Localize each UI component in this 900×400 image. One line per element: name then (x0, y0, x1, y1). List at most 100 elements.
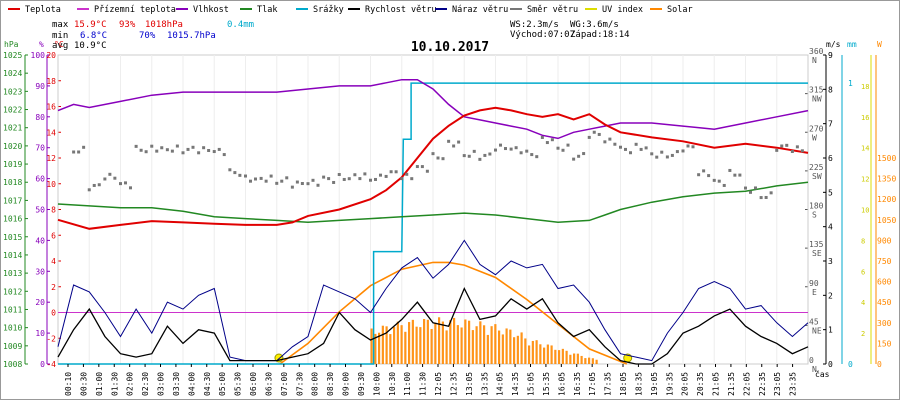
temp-tick-label: 18 (46, 77, 56, 86)
stat-avg-label: avg (52, 41, 68, 51)
wind-dir-point (186, 147, 190, 151)
x-tick-label: 23:05 (773, 372, 782, 396)
wind-dir-point (785, 143, 789, 147)
x-tick-label: 20:05 (681, 372, 690, 396)
x-tick-label: 10:30 (388, 372, 397, 396)
temp-tick-label: 12 (46, 154, 56, 163)
x-tick-label: 17:35 (604, 372, 613, 396)
legend-label-9: Solar (667, 5, 693, 15)
press-tick-label: 1019 (3, 160, 22, 169)
solar-bar (509, 329, 512, 364)
wind-dir-point (316, 183, 320, 187)
wind-dir-point (519, 151, 523, 155)
x-tick-label: 00:30 (79, 372, 88, 396)
wind-dir-point (244, 174, 247, 178)
solar-bar (569, 354, 572, 364)
wind-dir-point (254, 177, 257, 181)
wind-dir-point (483, 153, 487, 157)
wind-dir-point (327, 177, 331, 181)
solar-bar (516, 335, 519, 364)
legend: Teplota Přízemní teplota Vlhkost Tlak Srážky… (8, 5, 693, 15)
wind-dir-point (749, 190, 752, 194)
solar-tick-label: 0 (877, 360, 882, 369)
solar-bar (408, 322, 411, 364)
wind-dir-point (103, 177, 107, 181)
wind-dir-point (790, 149, 794, 153)
wind-dir-point (644, 146, 648, 150)
wind-dir-point (347, 177, 351, 181)
x-tick-label: 11:30 (419, 372, 428, 396)
solar-tick-label: 450 (877, 298, 892, 307)
stat-max-hum: 93% (119, 20, 136, 30)
dir-tick-cardinal: W (812, 133, 817, 142)
x-tick-label: 18:35 (634, 372, 643, 396)
wind-dir-point (681, 149, 685, 153)
wind-dir-point (353, 173, 357, 177)
wind-dir-point (775, 148, 779, 152)
legend-label-7: Směr větru (527, 5, 578, 15)
wind-dir-point (582, 152, 586, 156)
x-tick-label: 14:35 (511, 372, 520, 396)
solar-bar (411, 319, 414, 364)
solar-bar (531, 340, 534, 364)
wind-dir-point (337, 173, 341, 177)
wind-dir-point (613, 142, 617, 146)
stat-min-label: min (52, 31, 68, 41)
hum-tick-label: 80 (35, 113, 45, 122)
wind-dir-point (764, 195, 768, 199)
dir-tick-cardinal: N (812, 56, 817, 65)
wind-dir-point (592, 130, 596, 134)
ms-tick-label: 2 (828, 291, 833, 300)
dir-tick-deg: 225 (809, 163, 824, 172)
ms-tick-label: 3 (828, 257, 833, 266)
dir-tick-cardinal: E (812, 288, 817, 297)
wind-dir-point (175, 144, 179, 148)
wind-dir-point (744, 186, 747, 190)
wind-dir-point (363, 172, 367, 176)
dir-tick-deg: 0 (809, 356, 814, 365)
wind-dir-point (228, 168, 232, 172)
wind-dir-point (499, 143, 502, 147)
solar-bar (576, 353, 579, 364)
solar-bar (468, 320, 471, 364)
press-tick-label: 1017 (3, 196, 22, 205)
dir-tick-cardinal: NW (812, 95, 822, 104)
solar-bar (404, 331, 407, 364)
solar-bar (378, 332, 381, 364)
x-tick-label: 15:35 (542, 372, 551, 396)
stat-max-temp: 15.9°C (74, 20, 107, 30)
solar-bar (385, 326, 388, 364)
legend-label-5: Rychlost větru (365, 5, 437, 15)
solar-bar (501, 334, 504, 364)
solar-bar (524, 338, 527, 364)
x-tick-label: 03:30 (172, 372, 181, 396)
solar-bar (381, 325, 384, 364)
wind-dir-point (415, 165, 419, 169)
wind-dir-point (504, 147, 507, 151)
wind-dir-point (202, 146, 206, 150)
wind-dir-point (264, 179, 268, 183)
wind-dir-point (472, 149, 476, 153)
axis-mm-unit: mm (847, 40, 857, 49)
wind-dir-point (530, 153, 534, 157)
uv-tick-label: 16 (861, 114, 869, 122)
wind-dir-point (795, 145, 799, 149)
wind-dir-point (207, 149, 211, 153)
dir-tick-deg: 315 (809, 86, 824, 95)
hum-tick-label: 0 (40, 360, 45, 369)
press-tick-label: 1018 (3, 178, 22, 187)
wind-dir-point (572, 157, 576, 161)
solar-bar (561, 348, 564, 364)
solar-bar (558, 350, 561, 364)
wind-dir-point (342, 177, 346, 181)
wind-dir-point (369, 178, 372, 182)
wind-dir-point (295, 180, 299, 184)
legend-label-1: Přízemní teplota (94, 5, 176, 15)
solar-tick-label: 1200 (877, 195, 896, 204)
hum-tick-label: 20 (35, 298, 45, 307)
wind-dir-point (332, 180, 336, 184)
solar-bar (580, 355, 583, 364)
press-tick-label: 1020 (3, 142, 22, 151)
temp-tick-label: 4 (51, 257, 56, 266)
